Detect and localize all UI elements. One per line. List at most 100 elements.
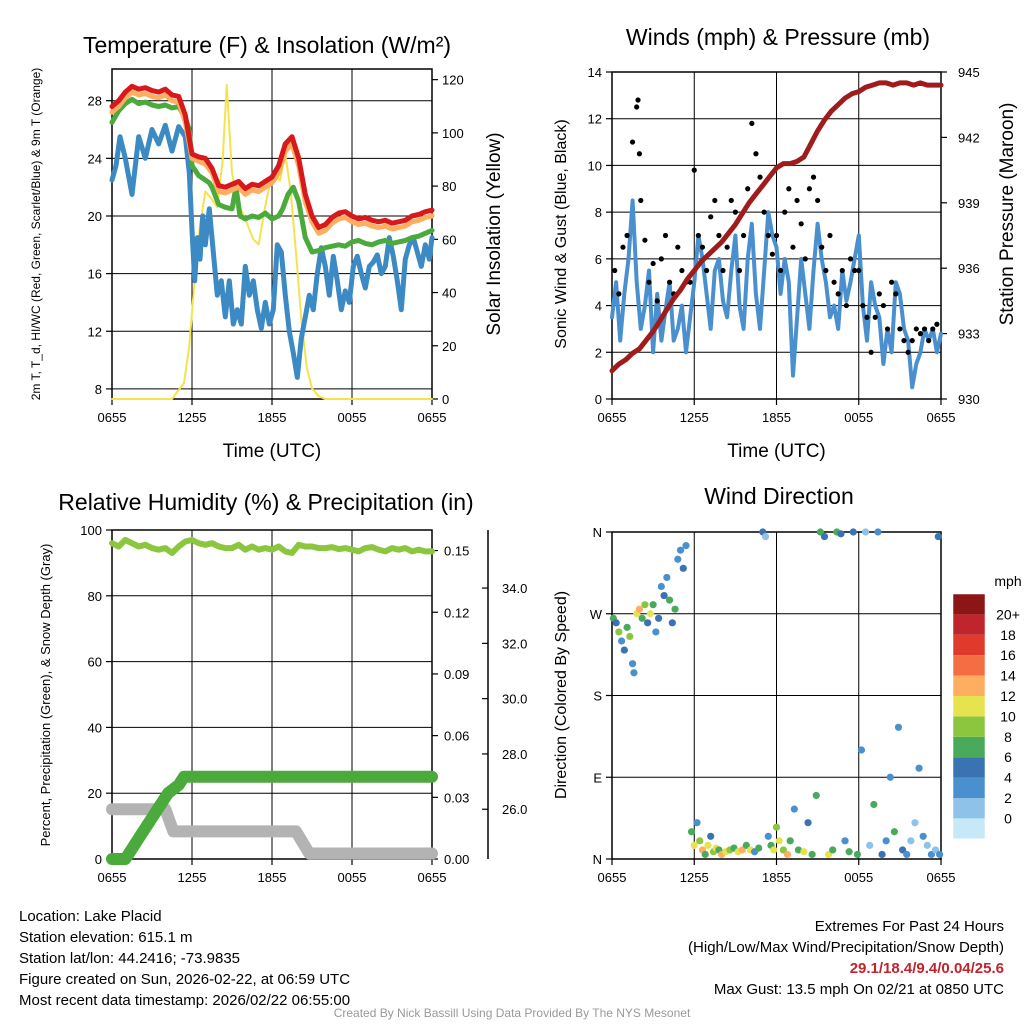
gust-point: [921, 326, 928, 332]
series-precip-line: [106, 770, 438, 865]
wind-direction-panel: 0655 1255 1855 0055 0655 N E S W N Wind Direction D…: [553, 483, 1022, 885]
series-td-line: [109, 96, 435, 255]
gust-point: [716, 232, 722, 239]
direction-point: [665, 596, 674, 604]
winds-title: Winds (mph) & Pressure (mb): [626, 24, 930, 50]
temp-xtick-label: 1855: [258, 410, 287, 425]
direction-point: [657, 582, 665, 591]
direction-point: [644, 619, 652, 627]
rh-ytick-label: 60: [88, 655, 102, 670]
colorbar-label: 2: [1004, 790, 1012, 806]
colorbar-swatch: [953, 614, 985, 635]
temp-xtick-label: 1255: [178, 410, 207, 425]
gust-point: [806, 186, 813, 192]
gust-point: [675, 244, 681, 250]
dir-ytick-label: N: [593, 852, 602, 867]
precip-tick-label: 0.06: [444, 729, 469, 744]
direction-point: [770, 846, 778, 854]
direction-point: [878, 850, 886, 859]
rh-title: Relative Humidity (%) & Precipitation (i…: [58, 489, 473, 515]
dir-ytick-label: S: [593, 689, 602, 704]
created-text: Figure created on Sun, 2026-02-22, at 06…: [19, 971, 351, 988]
temp-ylabel-right: Solar Insolation (Yellow): [484, 132, 505, 335]
gust-point: [612, 267, 618, 274]
gust-point: [843, 302, 850, 309]
recent-timestamp-text: Most recent data timestamp: 2026/02/22 0…: [19, 992, 351, 1009]
max-gust-text: Max Gust: 13.5 mph On 02/21 at 0850 UTC: [713, 981, 1004, 998]
series-wind-line: [610, 198, 943, 390]
gust-point: [778, 267, 784, 274]
gust-point: [654, 298, 660, 304]
colorbar-label: 8: [1004, 729, 1012, 745]
direction-point: [794, 846, 803, 854]
direction-point: [934, 532, 942, 541]
gust-point: [749, 120, 755, 126]
gust-point: [835, 291, 841, 297]
gust-point: [636, 151, 643, 157]
temperature-panel: 0655 1255 1855 0055 0655 8 12 16 20 24 28 0 20 40 60 80…: [29, 32, 505, 462]
gust-point: [699, 244, 706, 250]
extremes-values: 29.1/18.4/9.4/0.04/25.6: [849, 960, 1004, 977]
extremes-subtitle: (High/Low/Max Wind/Precipitation/Snow De…: [688, 939, 1004, 956]
colorbar-title: mph: [994, 573, 1021, 589]
direction-point: [630, 669, 638, 677]
direction-point: [841, 837, 849, 845]
direction-point: [882, 837, 890, 845]
gust-point: [909, 338, 915, 344]
winds-right-tick-label: 939: [958, 196, 980, 211]
temp-xtick-label: 0655: [98, 410, 127, 425]
rh-ytick-label: 80: [88, 589, 102, 604]
colorbar-swatch: [953, 777, 985, 798]
gust-point: [646, 279, 652, 285]
dir-frame: [611, 531, 942, 860]
direction-point: [635, 605, 644, 613]
precip-tick-label: 0.03: [444, 790, 469, 805]
direction-point: [907, 837, 915, 845]
winds-ylabel-right: Station Pressure (Maroon): [997, 103, 1018, 326]
gust-point: [765, 232, 771, 239]
rh-xtick-label: 0055: [338, 870, 367, 885]
temp-ytick-label: 12: [88, 324, 102, 339]
colorbar-label: 12: [1000, 688, 1016, 704]
rh-ytick-label: 0: [95, 852, 102, 867]
series-rh-line: [109, 536, 435, 556]
direction-point: [862, 528, 870, 536]
temp-right-tick-label: 100: [442, 126, 464, 141]
direction-point: [676, 546, 685, 554]
direction-point: [668, 619, 676, 627]
direction-point: [845, 848, 853, 856]
gust-point: [757, 174, 763, 180]
direction-point: [638, 614, 646, 622]
gust-point: [852, 267, 858, 274]
direction-point: [866, 841, 874, 849]
snow-tick-label: 28.0: [502, 747, 527, 762]
direction-point: [790, 805, 798, 813]
gust-point: [815, 197, 821, 204]
temp-ytick-label: 24: [88, 151, 102, 166]
gust-point: [876, 291, 882, 297]
colorbar-label: 4: [1004, 770, 1012, 786]
direction-point: [775, 837, 783, 845]
gust-point: [662, 232, 669, 239]
temp-right-tick-label: 80: [442, 179, 456, 194]
gust-point: [708, 214, 714, 220]
gust-point: [732, 209, 738, 215]
series-pressure-line: [609, 80, 944, 374]
gust-point: [884, 326, 891, 332]
direction-point: [919, 832, 927, 840]
direction-point: [696, 837, 704, 845]
gust-point: [864, 314, 870, 320]
colorbar-label: 6: [1004, 749, 1012, 765]
gust-point: [790, 244, 796, 250]
rh-ytick-label: 100: [80, 523, 102, 538]
direction-point: [615, 628, 623, 636]
colorbar-label: 14: [1000, 668, 1016, 684]
direction-point: [890, 828, 898, 836]
gust-point: [810, 174, 817, 180]
gust-point: [860, 302, 866, 309]
colorbar-swatch: [953, 736, 985, 758]
direction-point: [894, 723, 903, 731]
gust-point: [802, 256, 808, 262]
direction-point: [903, 850, 911, 859]
